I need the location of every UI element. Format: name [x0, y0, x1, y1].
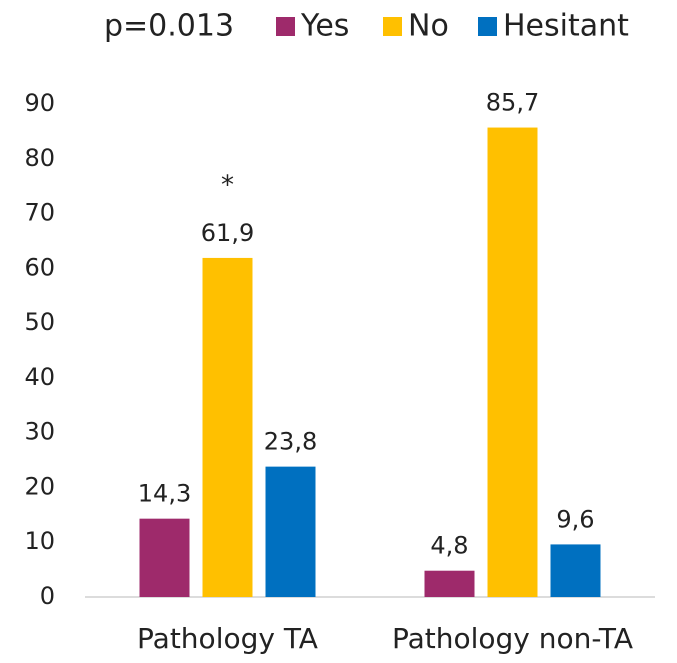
- bar: [550, 544, 601, 597]
- y-tick-label: 50: [24, 308, 55, 336]
- y-tick-label: 70: [24, 199, 55, 227]
- legend-label: No: [408, 9, 449, 44]
- value-label: 4,8: [430, 532, 468, 560]
- legend-label: Yes: [300, 9, 349, 44]
- x-tick-label: Pathology non-TA: [392, 622, 633, 655]
- legend-swatch: [478, 17, 497, 36]
- y-tick-label: 30: [24, 418, 55, 446]
- legend-swatch: [276, 17, 295, 36]
- value-label: 85,7: [486, 89, 539, 117]
- y-tick-label: 0: [40, 582, 55, 610]
- bar: [487, 127, 538, 597]
- legend-label: Hesitant: [503, 9, 629, 44]
- value-label: 61,9: [201, 219, 254, 247]
- y-tick-label: 60: [24, 253, 55, 281]
- significance-marker: *: [221, 170, 234, 200]
- y-tick-label: 10: [24, 527, 55, 555]
- y-tick-label: 80: [24, 144, 55, 172]
- y-tick-label: 90: [24, 89, 55, 117]
- bar: [202, 257, 253, 597]
- value-label: 9,6: [556, 505, 594, 533]
- bar: [424, 570, 475, 597]
- p-value-annotation: p=0.013: [104, 9, 234, 44]
- value-label: 14,3: [138, 480, 191, 508]
- y-tick-label: 20: [24, 472, 55, 500]
- legend-swatch: [383, 17, 402, 36]
- x-tick-label: Pathology TA: [137, 622, 318, 655]
- bar: [265, 466, 316, 597]
- value-label: 23,8: [264, 428, 317, 456]
- bar: [139, 518, 190, 597]
- y-tick-label: 40: [24, 363, 55, 391]
